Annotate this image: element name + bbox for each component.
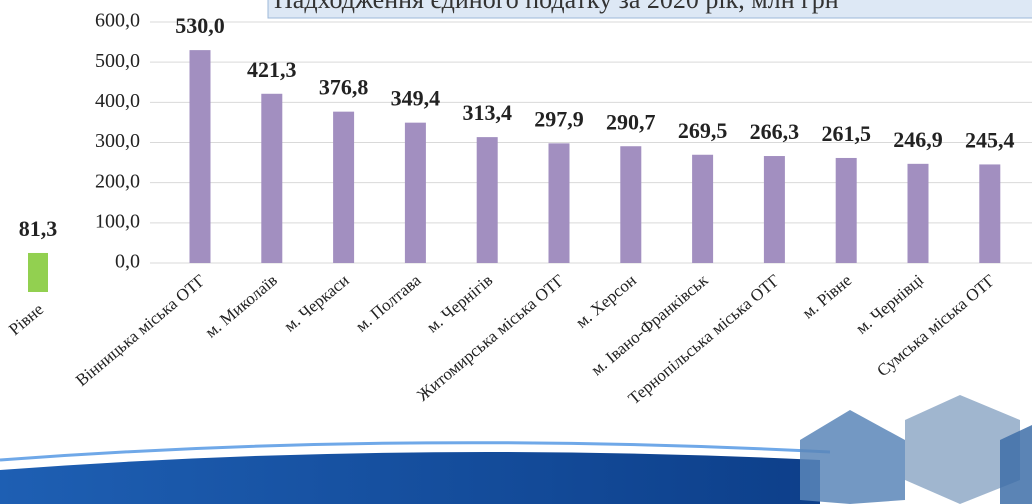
- x-tick-label: м. Херсон: [572, 271, 640, 332]
- x-tick-label: Вінницька міська ОТГ: [72, 270, 209, 389]
- bar: [333, 112, 354, 263]
- swoosh: [0, 452, 820, 504]
- value-label: 269,5: [678, 118, 728, 143]
- slide: 0,0 100,0 200,0 300,0 400,0 500,0 600,0 530,0 Ві…: [0, 0, 1032, 504]
- x-tick-label: м. Чернігів: [423, 271, 496, 337]
- bar: [692, 155, 713, 263]
- decor: [0, 395, 1032, 504]
- y-tick-label: 500,0: [95, 50, 140, 72]
- x-tick-label: м. Полтава: [352, 270, 425, 336]
- x-tick-label: м. Чернівці: [852, 270, 927, 337]
- value-label: 290,7: [606, 109, 656, 134]
- value-label: 313,4: [462, 100, 512, 125]
- x-tick-label: м. Івано-Франківськ: [587, 270, 712, 379]
- bar: [405, 123, 426, 263]
- x-tick-label: м. Рівне: [799, 271, 856, 323]
- y-tick-label: 100,0: [95, 210, 140, 232]
- x-tick-label: Житомирська міська ОТГ: [413, 270, 568, 404]
- bar: [261, 94, 282, 263]
- y-tick-label: 400,0: [95, 90, 140, 112]
- bar: [764, 156, 785, 263]
- bar: [620, 146, 641, 263]
- bar: [979, 164, 1000, 263]
- y-tick-label: 200,0: [95, 170, 140, 192]
- value-label: 246,9: [893, 127, 943, 152]
- value-label: 245,4: [965, 127, 1015, 152]
- value-label: 297,9: [534, 106, 584, 131]
- value-label: 81,3: [19, 216, 58, 241]
- chart-title: Надходження єдиного податку за 2020 рік,…: [274, 0, 839, 14]
- y-tick-label: 600,0: [95, 10, 140, 32]
- x-tick-label: Рівне: [5, 300, 47, 340]
- y-tick-label: 300,0: [95, 130, 140, 152]
- y-tick-label: 0,0: [115, 251, 140, 273]
- bar: [549, 143, 570, 263]
- value-label: 530,0: [175, 13, 225, 38]
- value-label: 376,8: [319, 75, 369, 100]
- hexagon: [800, 410, 905, 504]
- value-label: 421,3: [247, 57, 297, 82]
- x-tick-label: Сумська міська ОТГ: [873, 270, 999, 380]
- value-label: 261,5: [821, 121, 871, 146]
- bar: [908, 164, 929, 263]
- value-label: 266,3: [750, 119, 800, 144]
- value-label: 349,4: [391, 86, 441, 111]
- bar: [836, 158, 857, 263]
- bar: [477, 137, 498, 263]
- x-tick-label: м. Миколаїв: [201, 271, 281, 342]
- bar: [190, 50, 211, 263]
- x-tick-label: м. Черкаси: [280, 271, 352, 336]
- bar: [28, 253, 48, 292]
